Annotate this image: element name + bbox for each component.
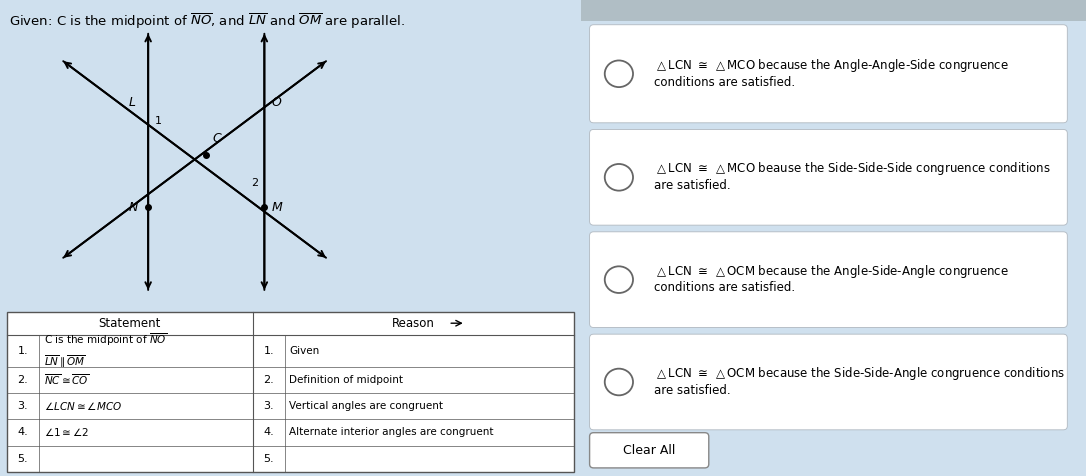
Text: 5.: 5. [264, 454, 274, 464]
Circle shape [605, 60, 633, 87]
Text: Reason: Reason [392, 317, 434, 330]
Text: M: M [272, 200, 282, 214]
Text: 2.: 2. [263, 375, 274, 385]
Text: Alternate interior angles are congruent: Alternate interior angles are congruent [289, 427, 494, 437]
Text: $\angle 1 \cong \angle 2$: $\angle 1 \cong \angle 2$ [43, 426, 89, 438]
Text: 5.: 5. [17, 454, 28, 464]
Text: 2: 2 [252, 178, 258, 188]
Text: Clear All: Clear All [623, 444, 675, 457]
Text: 4.: 4. [17, 427, 28, 437]
Text: Vertical angles are congruent: Vertical angles are congruent [289, 401, 443, 411]
Text: 1: 1 [155, 116, 162, 127]
Text: $\angle LCN \cong \angle MCO$: $\angle LCN \cong \angle MCO$ [43, 400, 122, 412]
Bar [7, 312, 574, 472]
Text: 1.: 1. [17, 346, 28, 356]
Text: 1.: 1. [264, 346, 274, 356]
Circle shape [605, 368, 633, 395]
Text: $\triangle$LCN $\cong$ $\triangle$OCM because the Side-Side-Angle congruence con: $\triangle$LCN $\cong$ $\triangle$OCM be… [654, 365, 1065, 382]
Text: $\triangle$LCN $\cong$ $\triangle$MCO beause the Side-Side-Side congruence condi: $\triangle$LCN $\cong$ $\triangle$MCO be… [654, 160, 1051, 178]
Text: are satisfied.: are satisfied. [654, 179, 731, 192]
Text: C: C [212, 132, 220, 145]
Text: are satisfied.: are satisfied. [654, 384, 731, 397]
Text: Definition of midpoint: Definition of midpoint [289, 375, 403, 385]
FancyBboxPatch shape [590, 433, 709, 468]
FancyBboxPatch shape [590, 232, 1068, 327]
Text: O: O [272, 96, 281, 109]
Text: N: N [128, 200, 138, 214]
Circle shape [605, 164, 633, 190]
Text: Given: Given [289, 346, 319, 356]
Text: 4.: 4. [263, 427, 274, 437]
Text: $\triangle$LCN $\cong$ $\triangle$OCM because the Angle-Side-Angle congruence: $\triangle$LCN $\cong$ $\triangle$OCM be… [654, 263, 1009, 280]
Bar [581, 0, 1086, 21]
FancyBboxPatch shape [590, 334, 1068, 430]
Text: Statement: Statement [99, 317, 161, 330]
Text: 3.: 3. [264, 401, 274, 411]
Text: C is the midpoint of $\overline{NO}$
$\overline{LN} \parallel \overline{OM}$: C is the midpoint of $\overline{NO}$ $\o… [43, 332, 166, 370]
Text: $\triangle$LCN $\cong$ $\triangle$MCO because the Angle-Angle-Side congruence: $\triangle$LCN $\cong$ $\triangle$MCO be… [654, 57, 1009, 74]
Text: conditions are satisfied.: conditions are satisfied. [654, 281, 795, 295]
FancyBboxPatch shape [590, 25, 1068, 123]
Text: L: L [128, 96, 136, 109]
Text: Given: C is the midpoint of $\overline{NO}$, and $\overline{LN}$ and $\overline{: Given: C is the midpoint of $\overline{N… [9, 12, 404, 31]
Text: conditions are satisfied.: conditions are satisfied. [654, 76, 795, 89]
Text: $\overline{NC} \cong \overline{CO}$: $\overline{NC} \cong \overline{CO}$ [43, 373, 89, 387]
Text: 2.: 2. [17, 375, 28, 385]
Circle shape [605, 267, 633, 293]
FancyBboxPatch shape [590, 129, 1068, 225]
Text: 3.: 3. [17, 401, 28, 411]
